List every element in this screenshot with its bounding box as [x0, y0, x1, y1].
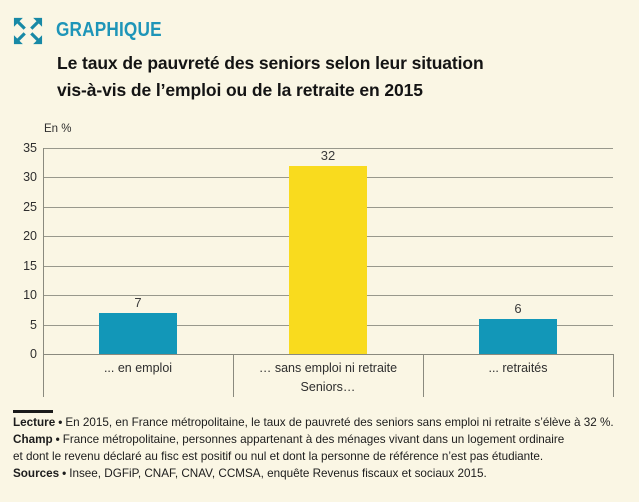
note-champ: Champ • France métropolitaine, personnes a…	[13, 431, 631, 465]
x-category-label: ... retraités	[488, 361, 548, 375]
bullet-separator: •	[58, 416, 63, 429]
section-kicker: GRAPHIQUE	[56, 19, 162, 41]
category-separator-line	[233, 354, 234, 397]
bullet-separator: •	[55, 433, 60, 446]
y-tick-label: 0	[30, 347, 37, 361]
x-axis-group-label: Seniors…	[300, 380, 356, 394]
expand-arrows-icon	[13, 17, 43, 45]
y-tick-label: 10	[23, 288, 37, 302]
note-label: Sources	[13, 467, 60, 480]
y-axis-unit-label: En %	[44, 123, 72, 135]
chart-title: Le taux de pauvreté des seniors selon le…	[57, 50, 617, 104]
bar	[479, 319, 557, 354]
footer-divider	[13, 410, 53, 413]
y-tick-label: 20	[23, 229, 37, 243]
y-tick-label: 30	[23, 170, 37, 184]
note-lecture: Lecture • En 2015, en France métropolitain…	[13, 414, 631, 431]
bullet-separator: •	[62, 467, 67, 480]
note-label: Champ	[13, 433, 53, 446]
y-tick-label: 25	[23, 200, 37, 214]
x-category-label: … sans emploi ni retraite	[258, 361, 398, 375]
footer-notes: Lecture • En 2015, en France métropolitain…	[13, 414, 631, 482]
note-text: Insee, DGFiP, CNAF, CNAV, CCMSA, enquête…	[69, 467, 487, 480]
chart-title-line1: Le taux de pauvreté des seniors selon le…	[57, 53, 484, 73]
y-axis-line	[43, 148, 44, 397]
gridline	[43, 148, 613, 149]
bar	[289, 166, 367, 354]
bar	[99, 313, 177, 354]
y-tick-label: 35	[23, 141, 37, 155]
category-separator-line	[613, 354, 614, 397]
y-tick-label: 5	[30, 318, 37, 332]
x-category-label: ... en emploi	[103, 361, 173, 375]
y-tick-label: 15	[23, 259, 37, 273]
note-text: En 2015, en France métropolitaine, le ta…	[65, 416, 614, 429]
category-separator-line	[423, 354, 424, 397]
bar-value-label: 32	[320, 148, 336, 163]
note-sources: Sources • Insee, DGFiP, CNAF, CNAV, CCMSA,…	[13, 465, 631, 482]
note-label: Lecture	[13, 416, 56, 429]
bar-value-label: 7	[134, 295, 142, 310]
chart-title-line2: vis-à-vis de l’emploi ou de la retraite …	[57, 80, 423, 100]
bar-value-label: 6	[514, 301, 522, 316]
note-text: France métropolitaine, personnes apparte…	[13, 433, 565, 463]
x-axis-line	[43, 354, 613, 355]
bar-chart: En % 0 5 10 15 20 25 30 35 7 ... en emploi 32 … san…	[23, 123, 614, 397]
